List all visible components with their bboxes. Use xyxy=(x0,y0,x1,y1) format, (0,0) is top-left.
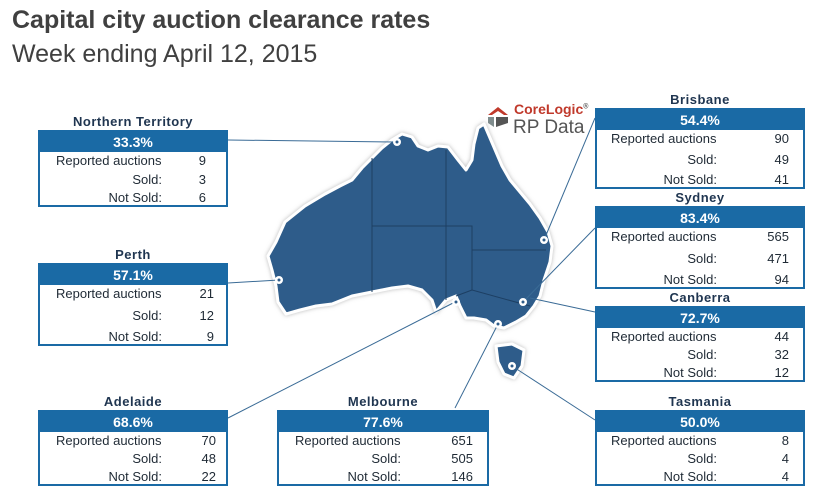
city-name: Melbourne xyxy=(347,394,419,409)
not-sold-label: Not Sold: xyxy=(108,329,162,344)
clearance-rate: 54.4% xyxy=(597,110,803,130)
reported-value: 70 xyxy=(201,433,216,448)
reported-value: 44 xyxy=(774,329,789,344)
not-sold-label: Not Sold: xyxy=(663,469,717,484)
city-name: Sydney xyxy=(675,190,725,205)
sold-label: Sold: xyxy=(132,307,162,323)
not-sold-value: 4 xyxy=(781,469,789,484)
reported-label: Reported auctions xyxy=(56,433,162,448)
corelogic-logo-icon xyxy=(488,107,508,127)
sold-label: Sold: xyxy=(132,451,162,466)
clearance-rate: 68.6% xyxy=(40,412,226,432)
clearance-rate: 77.6% xyxy=(279,412,487,432)
city-name: Canberra xyxy=(669,290,731,305)
clearance-rate: 50.0% xyxy=(597,412,803,432)
not-sold-label: Not Sold: xyxy=(347,469,401,484)
not-sold-label: Not Sold: xyxy=(108,190,162,205)
sold-label: Sold: xyxy=(371,451,401,466)
sold-label: Sold: xyxy=(687,347,717,362)
reported-label: Reported auctions xyxy=(611,131,717,146)
sold-value: 471 xyxy=(767,250,789,266)
city-panel-brisbane: Brisbane 54.4% Reported auctions 90 Sold:… xyxy=(595,92,805,189)
reported-label: Reported auctions xyxy=(611,433,717,448)
sold-label: Sold: xyxy=(687,451,717,466)
page-title: Capital city auction clearance rates xyxy=(12,6,431,34)
sold-value: 505 xyxy=(451,451,473,466)
city-panel-tasmania: Tasmania 50.0% Reported auctions 8 Sold: 4… xyxy=(595,394,805,486)
sold-value: 3 xyxy=(198,171,206,187)
clearance-rate: 83.4% xyxy=(597,208,803,228)
reported-value: 8 xyxy=(781,433,789,448)
sold-label: Sold: xyxy=(687,250,717,266)
not-sold-value: 22 xyxy=(201,469,216,484)
sold-value: 49 xyxy=(774,151,789,167)
reported-label: Reported auctions xyxy=(295,433,401,448)
reported-label: Reported auctions xyxy=(56,153,162,168)
city-panel-northern-territory: Northern Territory 33.3% Reported auctio… xyxy=(38,114,228,207)
leader-lines xyxy=(227,117,596,421)
sold-label: Sold: xyxy=(132,171,162,187)
reported-label: Reported auctions xyxy=(56,286,162,301)
not-sold-value: 146 xyxy=(451,469,473,484)
sold-value: 48 xyxy=(201,451,216,466)
sold-value: 12 xyxy=(199,307,214,323)
not-sold-label: Not Sold: xyxy=(663,365,717,380)
reported-value: 90 xyxy=(774,131,789,146)
reported-value: 651 xyxy=(451,433,473,448)
corelogic-logo: CoreLogic® RP Data xyxy=(486,101,596,147)
not-sold-value: 9 xyxy=(206,329,214,344)
reported-value: 21 xyxy=(199,286,214,301)
city-name: Northern Territory xyxy=(73,114,193,129)
sold-value: 32 xyxy=(774,347,789,362)
not-sold-value: 12 xyxy=(774,365,789,380)
city-panel-canberra: Canberra 72.7% Reported auctions 44 Sold:… xyxy=(595,290,805,382)
city-name: Brisbane xyxy=(670,92,730,107)
page-subtitle: Week ending April 12, 2015 xyxy=(12,40,318,68)
city-panel-melbourne: Melbourne 77.6% Reported auctions 651 Sol… xyxy=(277,394,489,486)
not-sold-value: 6 xyxy=(198,190,206,205)
not-sold-value: 94 xyxy=(774,272,789,287)
city-panel-perth: Perth 57.1% Reported auctions 21 Sold: 12 … xyxy=(38,247,228,346)
reported-value: 565 xyxy=(767,229,789,244)
reported-label: Reported auctions xyxy=(611,329,717,344)
clearance-rate: 57.1% xyxy=(40,265,226,285)
not-sold-label: Not Sold: xyxy=(108,469,162,484)
city-name: Adelaide xyxy=(103,394,163,409)
sold-label: Sold: xyxy=(687,151,717,167)
reported-label: Reported auctions xyxy=(611,229,717,244)
clearance-rate: 33.3% xyxy=(40,132,226,152)
not-sold-label: Not Sold: xyxy=(663,272,717,287)
city-name: Perth xyxy=(115,247,151,262)
tasmania-shape xyxy=(494,342,526,380)
sold-value: 4 xyxy=(781,451,789,466)
state-borders xyxy=(371,150,546,307)
not-sold-value: 41 xyxy=(774,172,789,187)
clearance-rate: 72.7% xyxy=(597,308,803,328)
city-panel-sydney: Sydney 83.4% Reported auctions 565 Sold: 4… xyxy=(595,190,805,289)
not-sold-label: Not Sold: xyxy=(663,172,717,187)
city-panel-adelaide: Adelaide 68.6% Reported auctions 70 Sold:… xyxy=(38,394,228,486)
logo-brand: CoreLogic® xyxy=(514,101,589,117)
city-markers xyxy=(275,138,548,370)
logo-product: RP Data xyxy=(513,117,585,138)
reported-value: 9 xyxy=(198,153,206,168)
city-name: Tasmania xyxy=(668,394,732,409)
